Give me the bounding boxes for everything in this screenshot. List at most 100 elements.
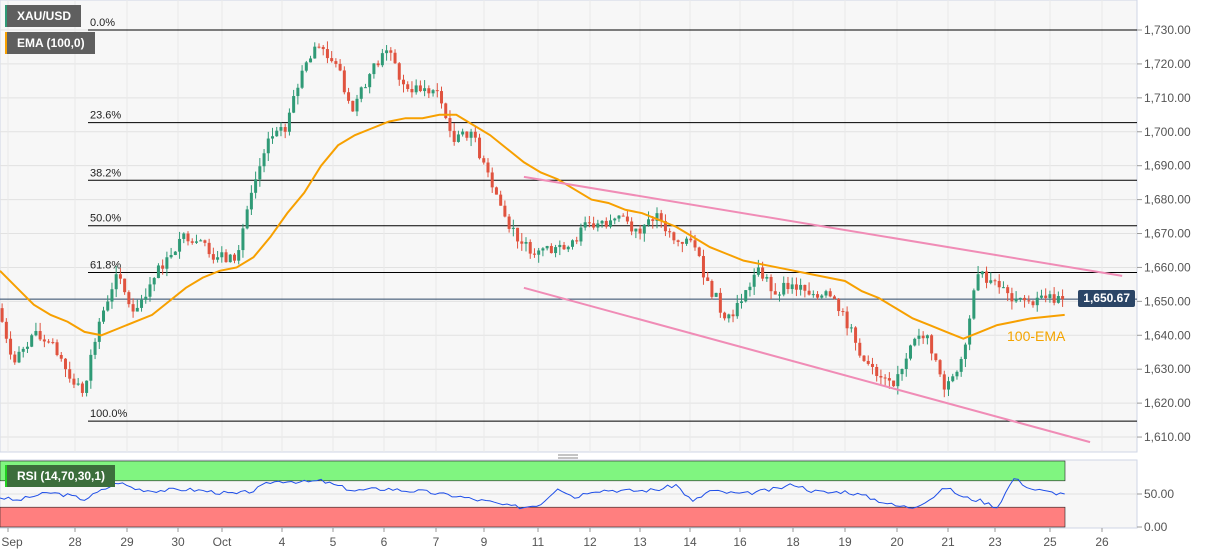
candle-body: [182, 233, 186, 239]
candle-body: [655, 213, 659, 221]
candle-body: [427, 88, 431, 94]
candle-body: [34, 331, 38, 336]
candle-body: [748, 286, 752, 291]
candle-body: [469, 131, 473, 138]
candle-body: [845, 311, 849, 329]
candle-body: [321, 46, 325, 50]
candle-body: [638, 228, 642, 234]
candle-body: [1031, 301, 1035, 306]
candle-body: [465, 131, 469, 138]
x-tick-label: 12: [583, 535, 597, 549]
candle-body: [989, 280, 993, 283]
candle-body: [985, 271, 989, 283]
candle-body: [904, 358, 908, 370]
candle-body: [570, 240, 574, 247]
y-tick-label: 1,680.00: [1144, 193, 1191, 207]
candle-body: [837, 298, 841, 312]
candle-body: [1052, 294, 1056, 303]
candle-body: [347, 92, 351, 101]
candle-body: [363, 87, 367, 89]
candle-body: [110, 289, 114, 302]
candle-body: [503, 205, 507, 217]
candle-body: [262, 153, 266, 167]
candle-body: [486, 162, 490, 173]
candle-body: [718, 292, 722, 313]
candle-body: [701, 256, 705, 278]
candle-body: [672, 232, 676, 241]
x-tick-label: 4: [279, 535, 286, 549]
candle-body: [228, 254, 232, 263]
candle-body: [630, 221, 634, 232]
candles: [0, 41, 1065, 398]
candle-body: [473, 131, 477, 138]
candle-body: [13, 354, 17, 363]
candle-body: [271, 136, 275, 139]
candle-body: [647, 219, 651, 225]
candle-body: [511, 227, 515, 229]
candle-body: [490, 172, 494, 188]
candle-body: [803, 284, 807, 291]
candle-body: [820, 295, 824, 298]
candle-body: [1023, 297, 1027, 301]
candle-body: [393, 52, 397, 64]
candle-body: [275, 130, 279, 137]
candle-body: [604, 220, 608, 227]
candle-body: [342, 70, 346, 93]
y-tick-label: 1,650.00: [1144, 294, 1191, 308]
candle-body: [186, 233, 190, 242]
candle-body: [917, 335, 921, 339]
rsi-line: [0, 478, 1065, 510]
candle-body: [693, 240, 697, 248]
x-tick-label: 9: [481, 535, 488, 549]
candle-body: [765, 276, 769, 279]
candle-body: [930, 335, 934, 354]
candle-body: [89, 354, 93, 381]
candle-body: [951, 376, 955, 382]
candle-body: [68, 369, 72, 379]
candle-body: [440, 91, 444, 104]
x-tick-label: 19: [838, 535, 852, 549]
y-tick-label: 1,640.00: [1144, 328, 1191, 342]
candle-body: [397, 63, 401, 80]
candle-body: [1044, 295, 1048, 298]
x-tick-label: 21: [941, 535, 955, 549]
candle-body: [723, 312, 727, 319]
x-tick-label: 29: [120, 535, 134, 549]
candle-body: [317, 46, 321, 48]
candle-body: [431, 90, 435, 94]
candle-body: [406, 84, 410, 90]
candle-body: [313, 46, 317, 59]
candle-body: [266, 138, 270, 154]
candle-body: [135, 307, 139, 312]
symbol-legend[interactable]: XAU/USD: [5, 5, 82, 27]
candle-body: [9, 338, 13, 355]
ema-legend[interactable]: EMA (100,0): [5, 32, 95, 54]
fibonacci-label: 38.2%: [90, 167, 121, 179]
candle-body: [1035, 297, 1039, 306]
candle-body: [680, 241, 684, 244]
candle-body: [900, 369, 904, 375]
candle-body: [165, 257, 169, 269]
candle-body: [178, 238, 182, 252]
candle-body: [47, 341, 51, 343]
candle-body: [131, 304, 135, 312]
last-price-badge: 1,650.67: [1078, 290, 1135, 307]
candle-body: [237, 250, 241, 261]
rsi-legend[interactable]: RSI (14,70,30,1): [5, 465, 116, 487]
candle-body: [118, 274, 122, 279]
candle-body: [93, 341, 97, 355]
candle-body: [925, 335, 929, 339]
candle-body: [756, 267, 760, 275]
candle-body: [245, 209, 249, 229]
candle-body: [744, 290, 748, 302]
y-tick-label: 1,630.00: [1144, 362, 1191, 376]
candle-body: [541, 248, 545, 251]
candle-body: [59, 354, 63, 359]
candle-body: [389, 50, 393, 53]
candle-body: [841, 311, 845, 313]
candle-body: [478, 137, 482, 159]
candle-body: [537, 250, 541, 255]
candle-body: [739, 301, 743, 303]
candle-body: [410, 89, 414, 93]
